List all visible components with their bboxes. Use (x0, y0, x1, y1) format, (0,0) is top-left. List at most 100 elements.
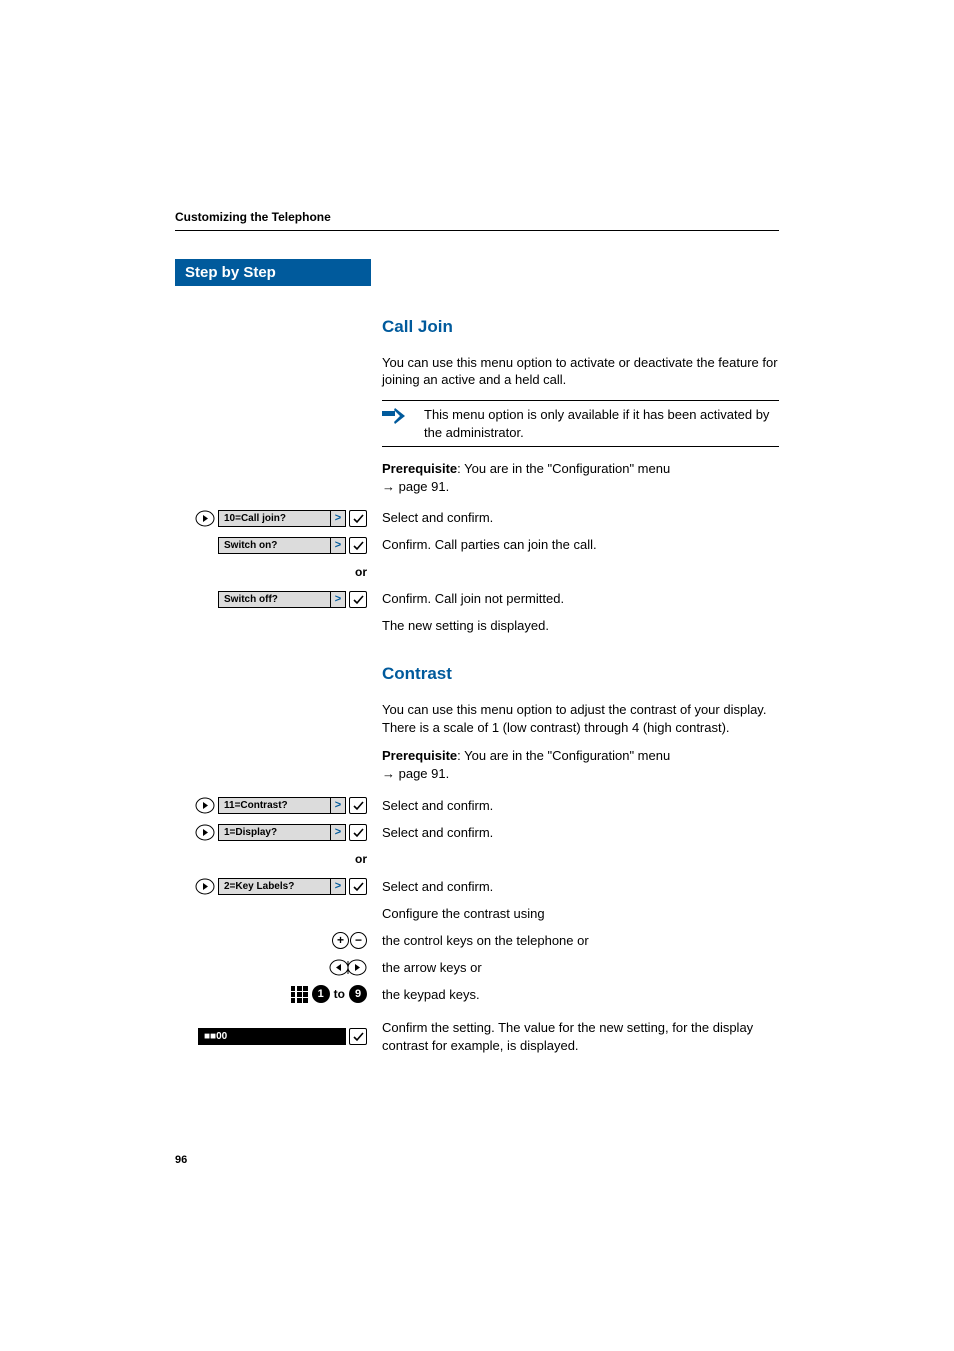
row-keypad-keys: 1 to 9 the keypad keys. (175, 982, 779, 1006)
menu-option-label: 11=Contrast? (224, 800, 288, 811)
keypad-grid-icon (291, 986, 308, 1003)
row-or-1: or (175, 560, 779, 584)
chevron-right-icon: > (330, 825, 345, 840)
row-call-join-intro: You can use this menu option to activate… (175, 354, 779, 397)
setting-display: ■■00 (198, 1028, 346, 1045)
key-9-icon: 9 (349, 985, 367, 1003)
menu-option-label: Switch on? (224, 540, 277, 551)
content-row: Step by Step (175, 259, 779, 294)
arrow-keys-icon (329, 959, 367, 976)
header-rule (175, 230, 779, 231)
nav-right-icon (195, 824, 215, 841)
row-control-keys: + − the control keys on the telephone or (175, 928, 779, 952)
or-label: or (355, 565, 367, 579)
chevron-right-icon: > (330, 511, 345, 526)
row-call-join-select: 10=Call join? > Select and confirm. (175, 506, 779, 530)
key-1-icon: 1 (312, 985, 330, 1003)
menu-option[interactable]: Switch on? > (218, 537, 346, 554)
row-switch-on: Switch on? > Confirm. Call parties can j… (175, 533, 779, 557)
chevron-right-icon: > (330, 538, 345, 553)
keypad-range-icon: 1 to 9 (291, 985, 367, 1003)
step-desc: Confirm. Call join not permitted. (371, 590, 779, 608)
nav-right-icon (195, 878, 215, 895)
prereq-label: Prerequisite (382, 461, 457, 476)
call-join-intro-text: You can use this menu option to activate… (382, 354, 779, 389)
prerequisite-text: Prerequisite: You are in the "Configurat… (382, 747, 779, 782)
step-desc: Select and confirm. (371, 824, 779, 842)
prereq-label: Prerequisite (382, 748, 457, 763)
document-page: Customizing the Telephone Step by Step C… (0, 0, 954, 1246)
to-label: to (334, 987, 345, 1001)
step-desc: Select and confirm. (371, 878, 779, 896)
section-title-call-join: Call Join (382, 316, 779, 339)
menu-option[interactable]: Switch off? > (218, 591, 346, 608)
row-display-select: 1=Display? > Select and confirm. (175, 820, 779, 844)
row-new-setting: The new setting is displayed. (175, 614, 779, 638)
row-call-join-title: Call Join (175, 294, 779, 351)
step-desc: Configure the contrast using (371, 905, 779, 923)
chevron-right-icon: > (330, 592, 345, 607)
row-note-box: This menu option is only available if it… (175, 400, 779, 457)
menu-option[interactable]: 1=Display? > (218, 824, 346, 841)
confirm-button[interactable] (349, 878, 367, 895)
step-desc: Confirm. Call parties can join the call. (371, 536, 779, 554)
row-configure: Configure the contrast using (175, 901, 779, 925)
chevron-right-icon: > (330, 798, 345, 813)
section-title-contrast: Contrast (382, 663, 779, 686)
step-by-step-bar: Step by Step (175, 259, 371, 286)
prereq-page: page 91. (395, 479, 449, 494)
row-arrow-keys: the arrow keys or (175, 955, 779, 979)
left-column: Step by Step (175, 259, 371, 294)
row-switch-off: Switch off? > Confirm. Call join not per… (175, 587, 779, 611)
menu-option-label: 2=Key Labels? (224, 881, 294, 892)
prereq-page: page 91. (395, 766, 449, 781)
prereq-body: : You are in the "Configuration" menu (457, 461, 670, 476)
step-desc: Select and confirm. (371, 797, 779, 815)
row-contrast-intro: You can use this menu option to adjust t… (175, 701, 779, 744)
row-or-2: or (175, 847, 779, 871)
menu-option-label: Switch off? (224, 594, 278, 605)
minus-key-icon: − (350, 932, 367, 949)
menu-option-label: 10=Call join? (224, 513, 286, 524)
row-contrast-title: Contrast (175, 641, 779, 698)
menu-option-label: 1=Display? (224, 827, 277, 838)
running-header: Customizing the Telephone (175, 210, 779, 224)
setting-value: 00 (216, 1031, 227, 1042)
confirm-button[interactable] (349, 824, 367, 841)
row-prereq-2: Prerequisite: You are in the "Configurat… (175, 747, 779, 790)
step-desc: the control keys on the telephone or (371, 932, 779, 950)
menu-option[interactable]: 10=Call join? > (218, 510, 346, 527)
page-number: 96 (175, 1154, 779, 1166)
row-keylabels-select: 2=Key Labels? > Select and confirm. (175, 874, 779, 898)
step-desc: Select and confirm. (371, 509, 779, 527)
confirm-button[interactable] (349, 510, 367, 527)
step-desc: The new setting is displayed. (371, 617, 779, 635)
right-column (386, 259, 779, 294)
contrast-intro-text: You can use this menu option to adjust t… (382, 701, 779, 736)
confirm-button[interactable] (349, 591, 367, 608)
row-confirm-setting: ■■00 Confirm the setting. The value for … (175, 1019, 779, 1054)
or-label: or (355, 852, 367, 866)
chevron-right-icon: > (330, 879, 345, 894)
note-icon (382, 406, 412, 431)
step-desc: the keypad keys. (371, 986, 779, 1004)
confirm-button[interactable] (349, 537, 367, 554)
prereq-body: : You are in the "Configuration" menu (457, 748, 670, 763)
step-desc: the arrow keys or (371, 959, 779, 977)
plus-minus-keys-icon: + − (332, 932, 367, 949)
confirm-button[interactable] (349, 1028, 367, 1045)
plus-key-icon: + (332, 932, 349, 949)
prerequisite-text: Prerequisite: You are in the "Configurat… (382, 460, 779, 495)
arrow-icon: → (382, 766, 395, 781)
step-desc: Confirm the setting. The value for the n… (371, 1019, 779, 1054)
row-contrast-select: 11=Contrast? > Select and confirm. (175, 793, 779, 817)
note-text: This menu option is only available if it… (424, 406, 779, 441)
row-prereq-1: Prerequisite: You are in the "Configurat… (175, 460, 779, 503)
nav-right-icon (195, 797, 215, 814)
setting-indicator-icon: ■■ (204, 1031, 216, 1042)
confirm-button[interactable] (349, 797, 367, 814)
menu-option[interactable]: 2=Key Labels? > (218, 878, 346, 895)
arrow-icon: → (382, 479, 395, 494)
menu-option[interactable]: 11=Contrast? > (218, 797, 346, 814)
note-box: This menu option is only available if it… (382, 400, 779, 447)
